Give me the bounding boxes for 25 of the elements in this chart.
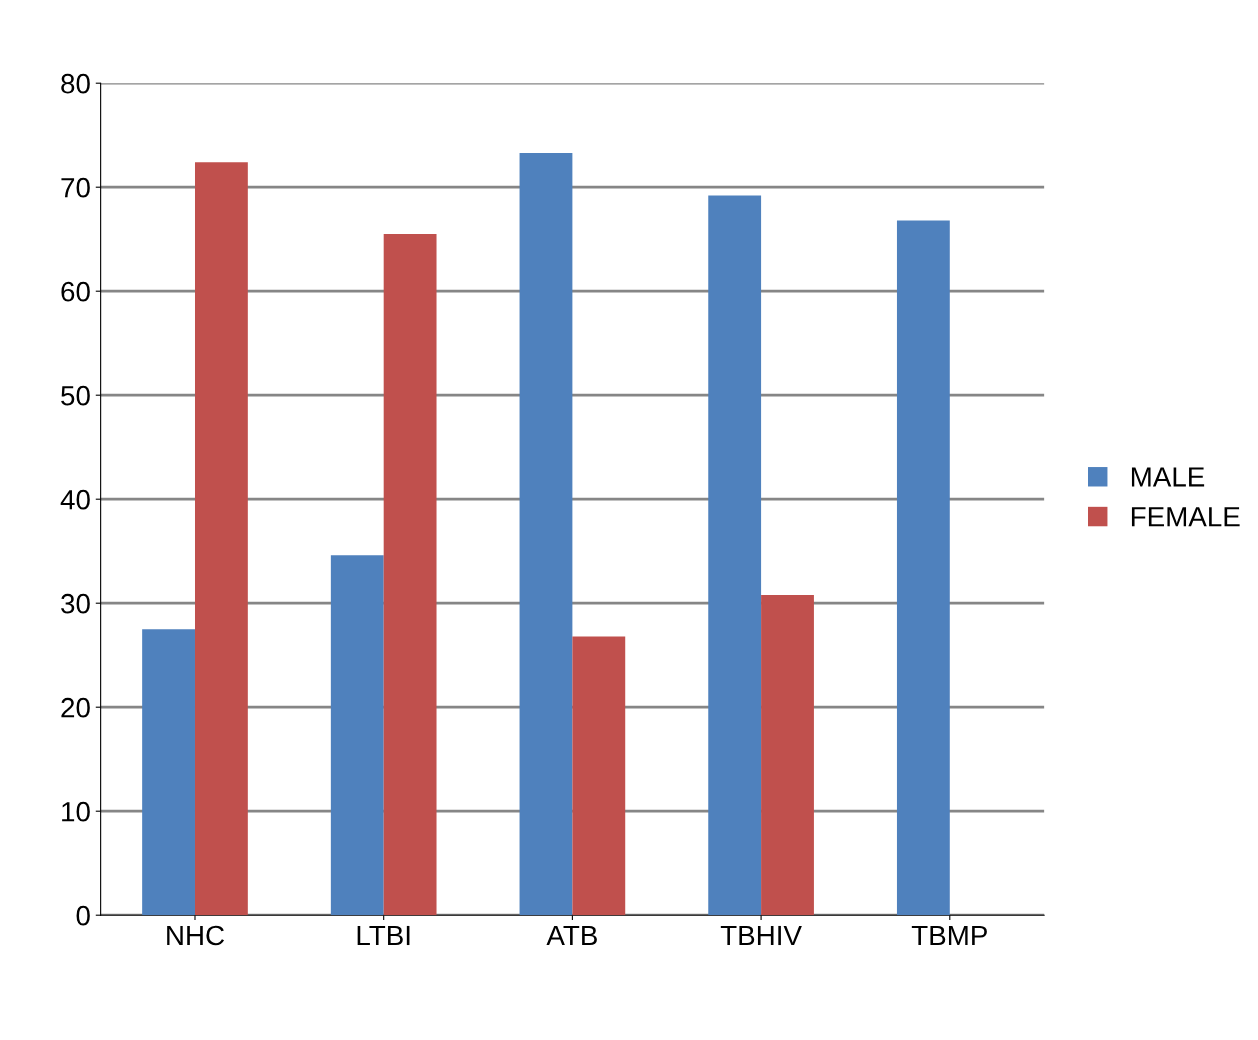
y-tick-label: 60 — [61, 281, 90, 302]
y-tick-label: 20 — [61, 697, 90, 718]
x-tick-label: TBMP — [911, 925, 987, 946]
legend-label: MALE — [1131, 467, 1205, 487]
x-tick-label: LTBI — [357, 925, 410, 946]
y-tick-label: 10 — [62, 801, 90, 822]
y-tick-label: 70 — [61, 177, 90, 198]
y-tick-label: 40 — [60, 489, 90, 510]
bar — [896, 220, 950, 916]
bar — [708, 195, 762, 916]
bar — [330, 555, 384, 916]
x-tick-label: ATB — [546, 925, 597, 946]
bar — [142, 629, 195, 916]
y-tick-label: 80 — [61, 73, 90, 94]
bar — [519, 152, 573, 916]
bar — [761, 594, 814, 916]
bar — [572, 636, 626, 916]
y-tick-label: 30 — [61, 593, 90, 614]
legend-label: FEMALE — [1131, 507, 1240, 527]
x-tick-label: TBHIV — [720, 925, 802, 946]
x-tick-label: NHC — [167, 925, 225, 946]
y-tick-label: 0 — [76, 905, 90, 926]
y-tick-label: 50 — [61, 385, 90, 406]
bar — [383, 234, 437, 916]
bar — [194, 162, 248, 916]
